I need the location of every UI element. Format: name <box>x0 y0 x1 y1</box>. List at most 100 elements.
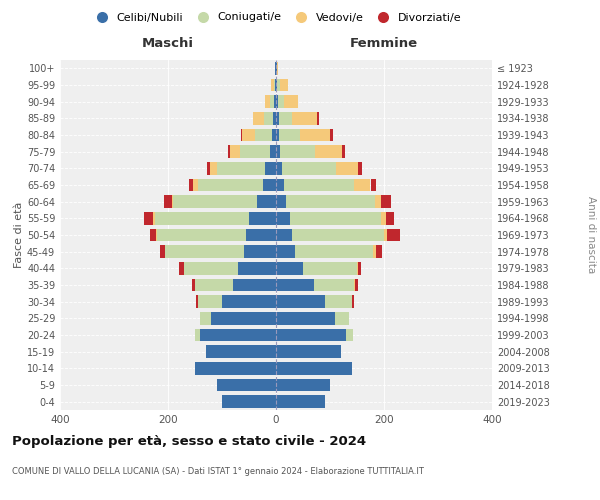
Text: Anni di nascita: Anni di nascita <box>586 196 596 274</box>
Bar <box>206 346 276 358</box>
Bar <box>276 79 277 92</box>
Bar <box>244 246 276 258</box>
Bar <box>253 112 263 124</box>
Bar <box>292 229 384 241</box>
Bar <box>276 96 278 108</box>
Bar <box>247 229 276 241</box>
Bar <box>276 129 278 141</box>
Bar <box>276 229 292 241</box>
Bar <box>276 312 335 324</box>
Bar <box>230 146 240 158</box>
Bar <box>270 96 274 108</box>
Bar <box>210 162 217 174</box>
Bar <box>278 112 292 124</box>
Bar <box>337 162 358 174</box>
Bar <box>222 396 276 408</box>
Bar <box>144 212 154 224</box>
Bar <box>193 279 195 291</box>
Bar <box>211 312 276 324</box>
Bar <box>346 329 353 341</box>
Bar <box>198 179 263 192</box>
Bar <box>154 212 155 224</box>
Bar <box>276 379 330 391</box>
Bar <box>376 246 382 258</box>
Bar <box>198 296 222 308</box>
Bar <box>358 162 362 174</box>
Bar <box>382 196 391 208</box>
Bar <box>269 146 276 158</box>
Bar <box>257 196 276 208</box>
Bar <box>354 179 370 192</box>
Bar <box>242 129 256 141</box>
Bar <box>301 129 330 141</box>
Bar <box>195 279 233 291</box>
Bar <box>276 262 303 274</box>
Bar <box>283 162 337 174</box>
Text: COMUNE DI VALLO DELLA LUCANIA (SA) - Dati ISTAT 1° gennaio 2024 - Elaborazione T: COMUNE DI VALLO DELLA LUCANIA (SA) - Dat… <box>12 468 424 476</box>
Bar <box>352 296 354 308</box>
Bar <box>387 229 400 241</box>
Bar <box>276 146 280 158</box>
Bar <box>276 296 325 308</box>
Bar <box>196 296 198 308</box>
Bar <box>156 229 157 241</box>
Bar <box>280 146 316 158</box>
Bar <box>276 196 286 208</box>
Bar <box>160 246 165 258</box>
Bar <box>189 179 193 192</box>
Bar <box>274 112 276 124</box>
Bar <box>280 79 288 92</box>
Bar <box>173 196 257 208</box>
Bar <box>172 196 173 208</box>
Bar <box>295 246 373 258</box>
Bar <box>292 112 317 124</box>
Bar <box>325 296 352 308</box>
Legend: Celibi/Nubili, Coniugati/e, Vedovi/e, Divorziati/e: Celibi/Nubili, Coniugati/e, Vedovi/e, Di… <box>86 8 466 27</box>
Bar <box>229 146 230 158</box>
Bar <box>276 362 352 374</box>
Bar <box>265 162 276 174</box>
Bar <box>200 329 276 341</box>
Bar <box>276 346 341 358</box>
Bar <box>233 279 276 291</box>
Bar <box>276 279 314 291</box>
Text: Popolazione per età, sesso e stato civile - 2024: Popolazione per età, sesso e stato civil… <box>12 435 366 448</box>
Bar <box>354 279 355 291</box>
Bar <box>335 312 349 324</box>
Bar <box>278 96 284 108</box>
Bar <box>276 162 283 174</box>
Bar <box>149 229 156 241</box>
Bar <box>275 79 276 92</box>
Bar <box>238 262 276 274</box>
Bar <box>384 229 387 241</box>
Bar <box>276 179 284 192</box>
Bar <box>373 246 376 258</box>
Bar <box>274 79 275 92</box>
Text: Femmine: Femmine <box>350 37 418 50</box>
Bar <box>330 129 332 141</box>
Bar <box>217 379 276 391</box>
Bar <box>290 212 382 224</box>
Bar <box>303 262 357 274</box>
Bar <box>207 162 210 174</box>
Bar <box>263 179 276 192</box>
Bar <box>284 179 354 192</box>
Bar <box>272 129 276 141</box>
Bar <box>276 329 346 341</box>
Bar <box>276 112 278 124</box>
Bar <box>371 179 376 192</box>
Bar <box>277 79 280 92</box>
Bar <box>317 112 319 124</box>
Bar <box>355 279 358 291</box>
Bar <box>179 262 184 274</box>
Bar <box>386 212 394 224</box>
Bar <box>265 96 270 108</box>
Bar <box>157 229 247 241</box>
Bar <box>316 146 343 158</box>
Bar <box>276 212 290 224</box>
Bar <box>276 246 295 258</box>
Bar <box>286 196 375 208</box>
Bar <box>155 212 249 224</box>
Bar <box>241 129 242 141</box>
Bar <box>195 329 200 341</box>
